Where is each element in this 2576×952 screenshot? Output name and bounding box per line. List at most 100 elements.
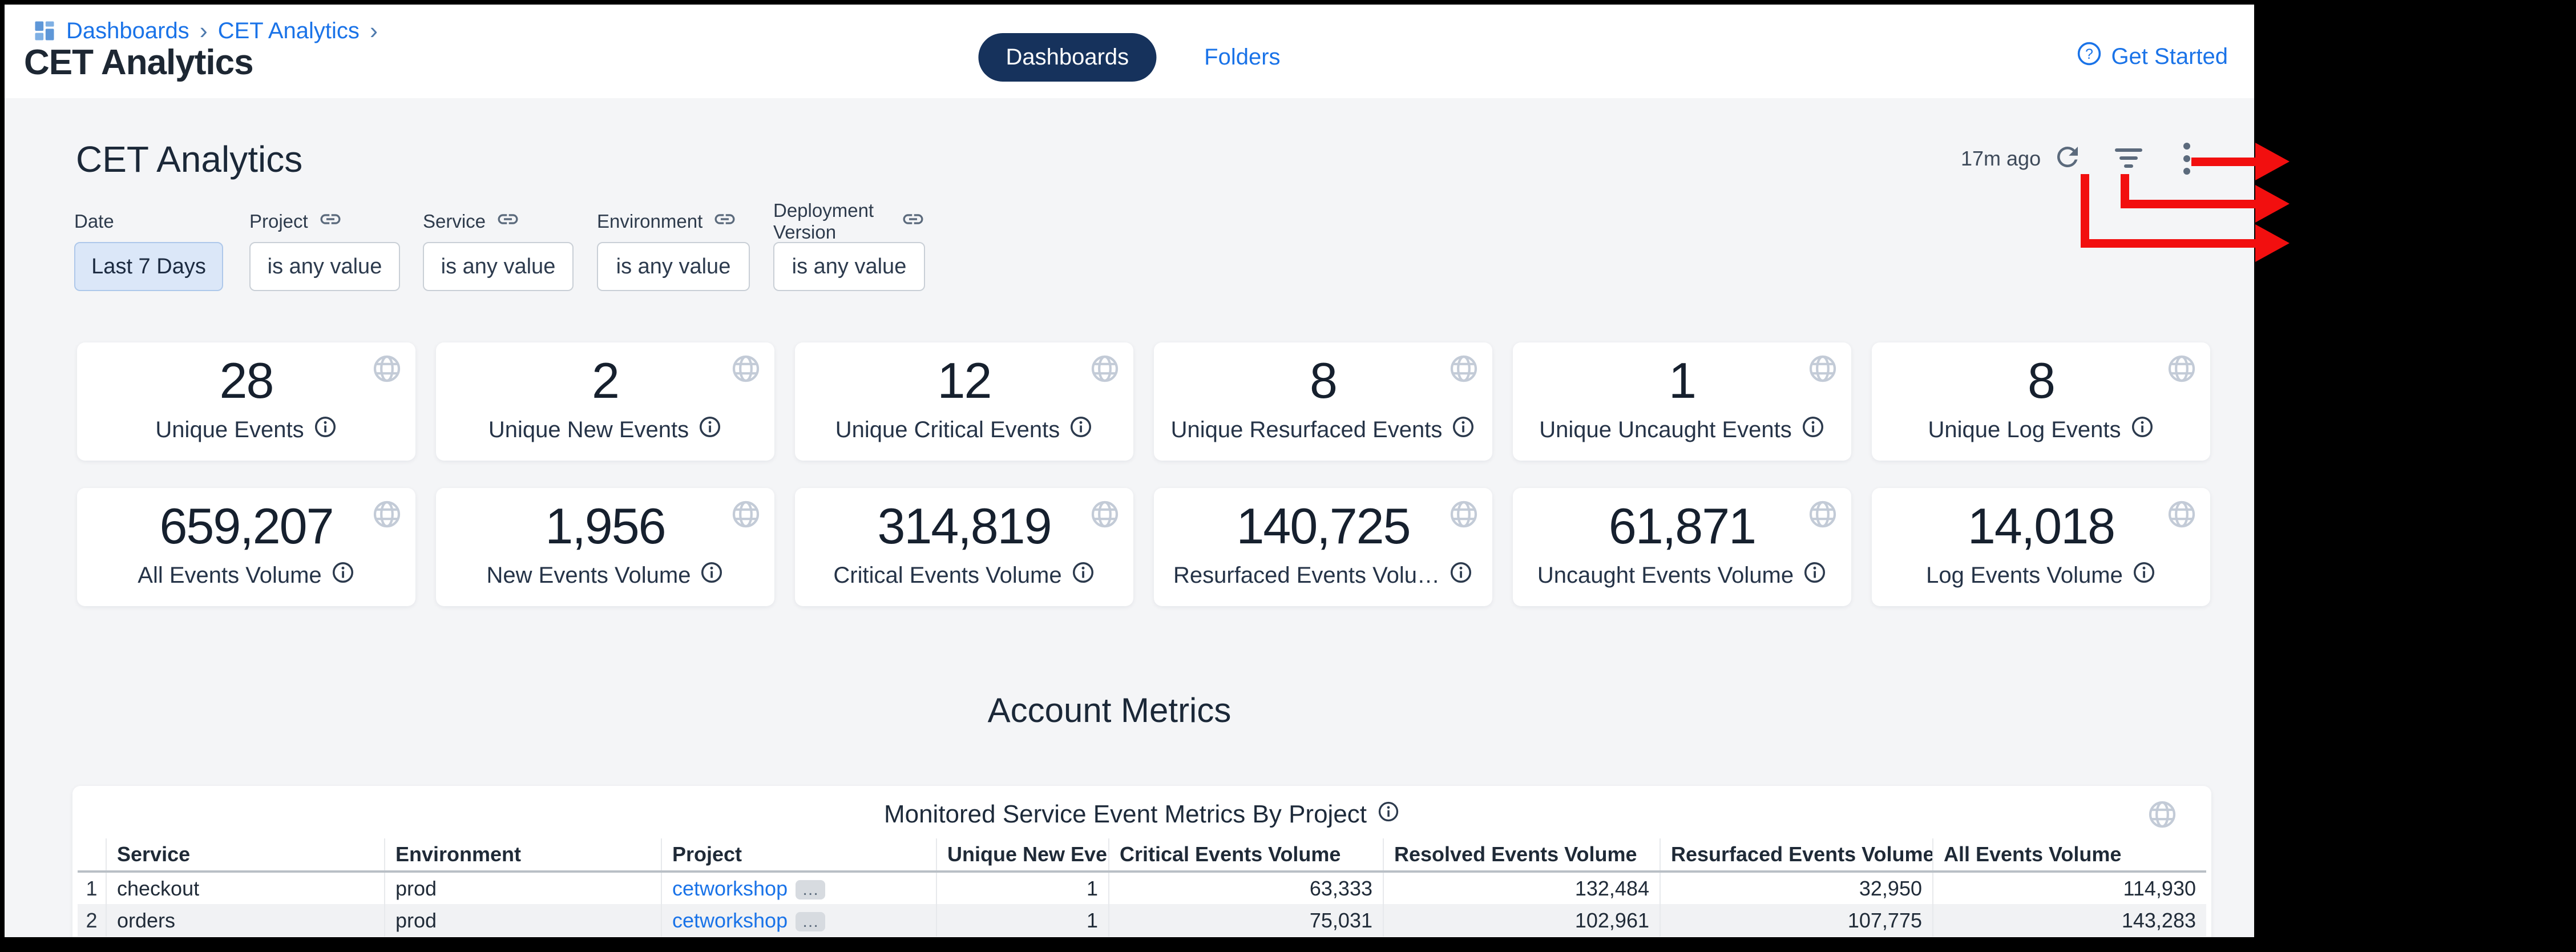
column-header-critical-events-volume[interactable]: Critical Events Volume <box>1109 838 1384 873</box>
globe-icon <box>1089 353 1121 385</box>
column-header-all-events-volume[interactable]: All Events Volume <box>1933 838 2206 873</box>
column-header-project[interactable]: Project <box>661 838 937 873</box>
globe-icon <box>1448 353 1480 385</box>
filter-deployment-version: Deployment Version is any value <box>773 200 925 291</box>
tile-unique-events: 28 Unique Events <box>77 342 415 461</box>
drill-menu-badge[interactable]: … <box>796 880 826 899</box>
top-header: Dashboards › CET Analytics › CET Analyti… <box>5 5 2254 98</box>
row-number: 1 <box>78 872 107 904</box>
globe-icon <box>371 353 403 385</box>
cell-resurfaced-events-volume: 107,775 <box>1660 904 1933 937</box>
cell-resurfaced-events-volume: 32,950 <box>1660 872 1933 904</box>
tile-label: Critical Events Volume <box>833 562 1062 588</box>
info-icon[interactable] <box>1451 415 1475 445</box>
info-icon[interactable] <box>1377 800 1400 829</box>
dashboard-body: CET Analytics 17m ago Date Last 7 Days P… <box>5 98 2254 937</box>
filter-icon[interactable] <box>2115 148 2142 171</box>
link-icon <box>496 207 520 236</box>
tab-folders[interactable]: Folders <box>1204 45 1281 70</box>
kebab-menu-icon[interactable] <box>2183 143 2190 175</box>
filter-deployment-version-label: Deployment Version <box>773 200 925 243</box>
info-icon[interactable] <box>313 415 337 445</box>
info-icon[interactable] <box>2132 560 2156 590</box>
tile-value: 12 <box>937 352 992 409</box>
svg-text:?: ? <box>2085 46 2093 62</box>
globe-icon <box>1089 498 1121 530</box>
table-card: Monitored Service Event Metrics By Proje… <box>72 786 2211 937</box>
info-icon[interactable] <box>2130 415 2154 445</box>
column-header-resurfaced-events-volume[interactable]: Resurfaced Events Volume <box>1660 838 1933 873</box>
info-icon[interactable] <box>1449 560 1473 590</box>
tile-value: 8 <box>1310 352 1338 409</box>
breadcrumb-separator: › <box>199 17 208 44</box>
cell-project: cetworkshop … <box>661 872 937 904</box>
globe-icon <box>1448 498 1480 530</box>
drill-menu-badge[interactable]: … <box>796 911 826 931</box>
info-icon[interactable] <box>331 560 355 590</box>
tile-label: Unique New Events <box>488 417 689 442</box>
column-header-resolved-events-volume[interactable]: Resolved Events Volume <box>1383 838 1661 873</box>
tile-critical-events-volume: 314,819 Critical Events Volume <box>795 488 1133 606</box>
column-header-environment[interactable]: Environment <box>385 838 662 873</box>
filter-deployment-version-value-button[interactable]: is any value <box>773 242 925 291</box>
tile-label: Unique Resurfaced Events <box>1170 417 1443 442</box>
project-link[interactable]: cetworkshop <box>672 908 788 932</box>
filter-environment-value-button[interactable]: is any value <box>597 242 750 291</box>
tile-value: 14,018 <box>1967 497 2115 554</box>
cell-environment: prod <box>385 872 662 904</box>
info-icon[interactable] <box>700 560 724 590</box>
tile-log-events-volume: 14,018 Log Events Volume <box>1872 488 2210 606</box>
tile-value: 8 <box>2028 352 2056 409</box>
info-icon[interactable] <box>1803 560 1827 590</box>
filter-service: Service is any value <box>423 209 574 291</box>
breadcrumb: Dashboards › CET Analytics › <box>32 17 379 45</box>
filter-date: Date Last 7 Days <box>74 209 223 291</box>
cell-project: cetworkshop … <box>661 904 937 937</box>
filter-project-value-button[interactable]: is any value <box>249 242 400 291</box>
tile-uncaught-events-volume: 61,871 Uncaught Events Volume <box>1513 488 1851 606</box>
page-title: CET Analytics <box>24 43 254 82</box>
dashboard-title: CET Analytics <box>76 139 303 180</box>
column-header-unique-new-events-sorted[interactable]: Unique New Ever <box>936 838 1109 873</box>
info-icon[interactable] <box>1801 415 1825 445</box>
cell-resolved-events-volume: 102,961 <box>1383 904 1661 937</box>
tile-resurfaced-events-volume: 140,725 Resurfaced Events Volu… <box>1154 488 1492 606</box>
cell-service: orders <box>106 904 385 937</box>
tile-value: 28 <box>219 352 274 409</box>
cell-service: checkout <box>106 872 385 904</box>
table-row: 2 orders prod cetworkshop … 1 75,031 102,… <box>78 904 2206 937</box>
tile-value: 140,725 <box>1236 497 1411 554</box>
filter-service-label: Service <box>423 209 574 234</box>
get-started-link[interactable]: ? Get Started <box>2076 40 2228 73</box>
tile-unique-log-events: 8 Unique Log Events <box>1872 342 2210 461</box>
tile-value: 1,956 <box>545 497 666 554</box>
project-link[interactable]: cetworkshop <box>672 876 788 900</box>
kpi-tile-row-2: 659,207 All Events Volume 1,956 New Even… <box>77 488 2210 606</box>
globe-icon <box>371 498 403 530</box>
filter-service-value-button[interactable]: is any value <box>423 242 574 291</box>
info-icon[interactable] <box>1069 415 1093 445</box>
cell-environment: prod <box>385 904 662 937</box>
cell-unique-new-events: 1 <box>936 904 1109 937</box>
tab-dashboards[interactable]: Dashboards <box>978 33 1157 82</box>
question-circle-icon: ? <box>2076 40 2103 73</box>
tile-new-events-volume: 1,956 New Events Volume <box>436 488 774 606</box>
tile-unique-critical-events: 12 Unique Critical Events <box>795 342 1133 461</box>
cell-all-events-volume: 114,930 <box>2123 876 2196 900</box>
breadcrumb-link-cet-analytics[interactable]: CET Analytics <box>217 18 360 43</box>
refresh-icon[interactable] <box>2052 142 2083 172</box>
table-row: 1 checkout prod cetworkshop … 1 63,333 13… <box>78 872 2206 904</box>
globe-icon <box>2146 798 2178 830</box>
filter-date-value-button[interactable]: Last 7 Days <box>74 242 223 291</box>
info-icon[interactable] <box>1071 560 1095 590</box>
breadcrumb-link-dashboards[interactable]: Dashboards <box>66 18 189 43</box>
cell-all-events-volume: 143,283 <box>2121 908 2196 932</box>
tile-value: 314,819 <box>877 497 1052 554</box>
tile-unique-uncaught-events: 1 Unique Uncaught Events <box>1513 342 1851 461</box>
tile-value: 659,207 <box>159 497 334 554</box>
filter-environment: Environment is any value <box>597 209 750 291</box>
info-icon[interactable] <box>698 415 722 445</box>
tile-label: All Events Volume <box>138 562 322 588</box>
column-header-service[interactable]: Service <box>106 838 385 873</box>
